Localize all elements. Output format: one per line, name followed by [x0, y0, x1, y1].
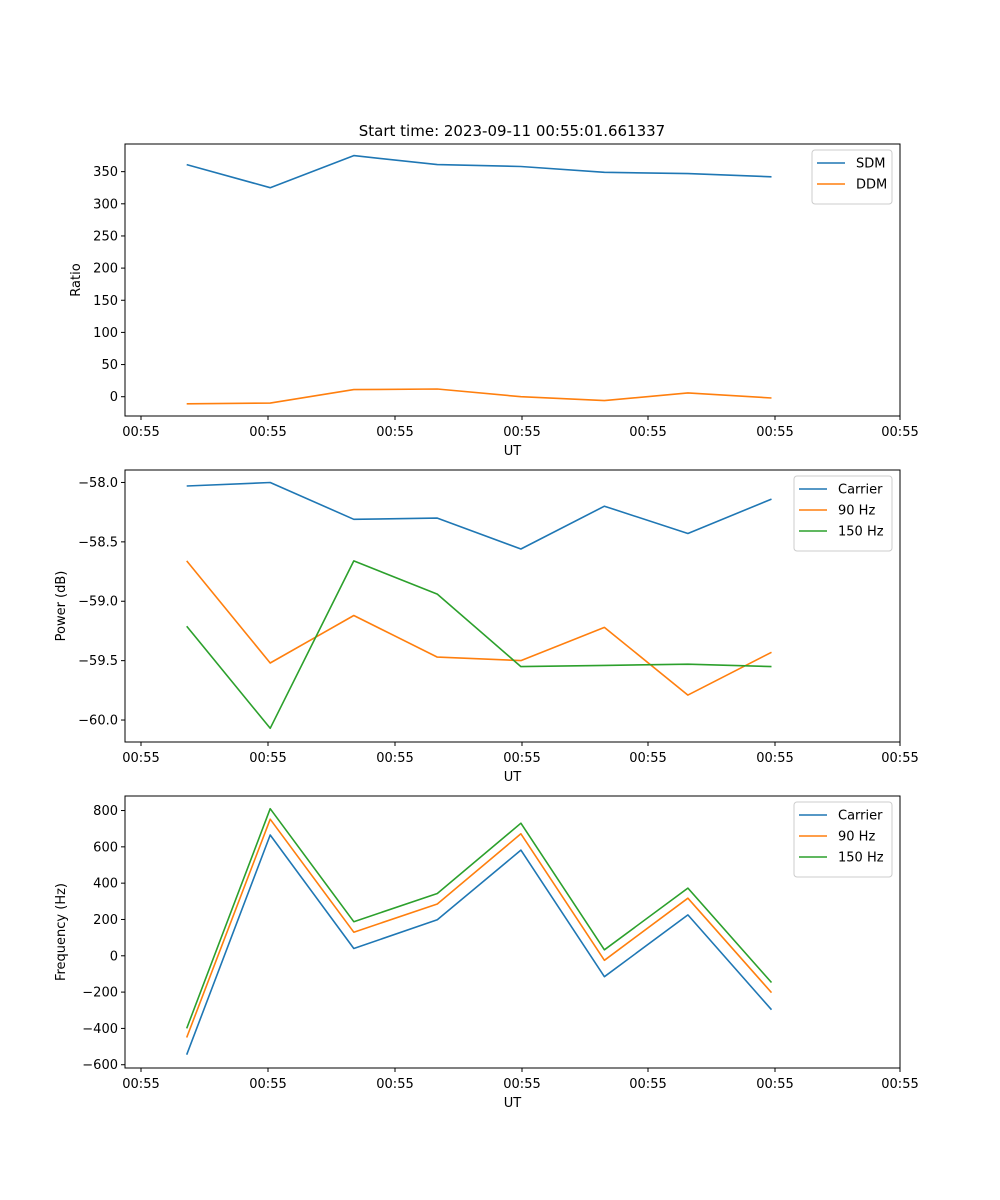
- x-tick-label: 00:55: [629, 751, 666, 766]
- y-tick-label: −400: [82, 1022, 118, 1037]
- legend: Carrier 90 Hz 150 Hz: [793, 475, 893, 552]
- y-axis-label: Power (dB): [54, 571, 69, 642]
- subplot-1: 0 50 100 150 200 250 300 350 00:55 00:55 00:55 00:5…: [69, 143, 919, 459]
- legend-entry: 150 Hz: [838, 525, 884, 540]
- y-tick-label: 50: [101, 358, 118, 373]
- x-tick-label: 00:55: [376, 1077, 413, 1092]
- y-tick-label: 0: [110, 949, 118, 964]
- legend-entry: Carrier: [838, 809, 883, 824]
- x-axis-label: UT: [504, 444, 522, 459]
- x-tick-label: 00:55: [881, 751, 918, 766]
- y-tick-label: 200: [93, 262, 118, 277]
- x-tick-label: 00:55: [249, 1077, 286, 1092]
- legend-entry: 150 Hz: [838, 851, 884, 866]
- y-tick-label: −58.5: [78, 535, 118, 550]
- y-tick-label: 300: [93, 197, 118, 212]
- y-tick-label: −58.0: [78, 476, 118, 491]
- y-axis-label: Ratio: [69, 263, 84, 296]
- x-tick-label: 00:55: [249, 751, 286, 766]
- x-tick-label: 00:55: [629, 1077, 666, 1092]
- series-line-sdm: [186, 154, 772, 189]
- x-axis-label: UT: [504, 1096, 522, 1111]
- x-tick-label: 00:55: [881, 1077, 918, 1092]
- legend-entry: 90 Hz: [838, 504, 875, 519]
- plot-frame: [124, 469, 901, 743]
- x-tick-label: 00:55: [881, 425, 918, 440]
- series-line-carrier: [185, 834, 773, 1055]
- x-tick-label: 00:55: [376, 751, 413, 766]
- x-tick-label: 00:55: [122, 425, 159, 440]
- plots: 0 50 100 150 200 250 300 350 00:55 00:55 00:55 00:5…: [54, 143, 919, 1111]
- x-tick-label: 00:55: [249, 425, 286, 440]
- y-tick-label: −60.0: [78, 714, 118, 729]
- plot-frame: [124, 795, 901, 1069]
- legend-entry: SDM: [856, 157, 885, 172]
- y-tick-label: 250: [93, 229, 118, 244]
- y-tick-label: −600: [82, 1058, 118, 1073]
- x-tick-label: 00:55: [756, 425, 793, 440]
- legend-entry: Carrier: [838, 483, 883, 498]
- x-tick-label: 00:55: [756, 751, 793, 766]
- y-tick-label: 800: [93, 804, 118, 819]
- y-tick-label: −59.0: [78, 595, 118, 610]
- subplot-3: −600 −400 −200 0 200 400 600 800 00:55 00:55 00:55…: [54, 795, 919, 1111]
- figure-title: Start time: 2023-09-11 00:55:01.661337: [359, 122, 665, 140]
- legend-box: [793, 475, 893, 552]
- y-tick-label: 0: [110, 390, 118, 405]
- legend-box: [793, 801, 893, 878]
- series-line-ddm: [186, 388, 772, 405]
- legend-entry: DDM: [856, 178, 887, 193]
- y-tick-label: −59.5: [78, 654, 118, 669]
- x-tick-label: 00:55: [756, 1077, 793, 1092]
- y-tick-label: 100: [93, 326, 118, 341]
- y-tick-label: 200: [93, 913, 118, 928]
- series-line-150-hz: [185, 807, 773, 1029]
- series-line-150-hz: [186, 560, 772, 730]
- plot-frame: [124, 143, 901, 417]
- x-axis-label: UT: [504, 770, 522, 785]
- y-tick-label: 350: [93, 165, 118, 180]
- legend: Carrier 90 Hz 150 Hz: [793, 801, 893, 878]
- series-line-carrier: [186, 481, 772, 550]
- y-tick-label: 400: [93, 877, 118, 892]
- x-tick-label: 00:55: [122, 1077, 159, 1092]
- legend-entry: 90 Hz: [838, 830, 875, 845]
- x-tick-label: 00:55: [376, 425, 413, 440]
- x-tick-label: 00:55: [503, 1077, 540, 1092]
- series-line-90-hz: [185, 818, 773, 1038]
- subplot-2: −60.0 −59.5 −59.0 −58.5 −58.0 00:55 00:55 00:55…: [54, 469, 919, 785]
- y-axis-label: Frequency (Hz): [54, 883, 69, 981]
- y-tick-label: −200: [82, 986, 118, 1001]
- x-tick-label: 00:55: [629, 425, 666, 440]
- y-tick-label: 600: [93, 840, 118, 855]
- legend: SDM DDM: [811, 149, 893, 205]
- y-tick-label: 150: [93, 294, 118, 309]
- series-line-90-hz: [186, 560, 772, 696]
- x-tick-label: 00:55: [503, 751, 540, 766]
- x-tick-label: 00:55: [503, 425, 540, 440]
- x-tick-label: 00:55: [122, 751, 159, 766]
